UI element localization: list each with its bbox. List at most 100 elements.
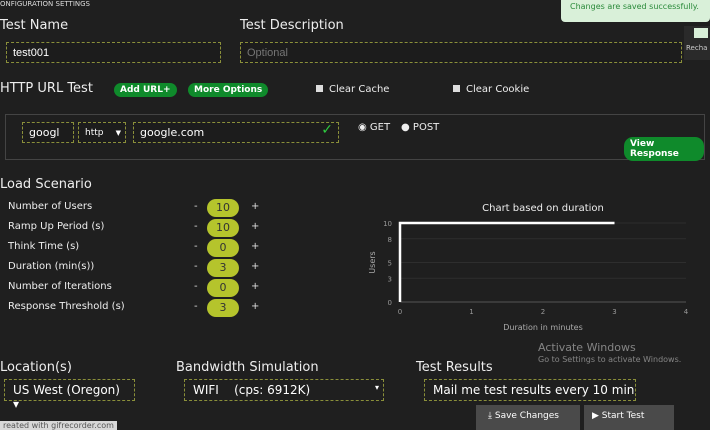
- decrement-button[interactable]: -: [194, 301, 198, 312]
- radio-icon[interactable]: ●: [401, 122, 410, 133]
- decrement-button[interactable]: -: [194, 241, 198, 252]
- increment-button[interactable]: +: [251, 261, 260, 272]
- bandwidth-detail: (cps: 6912K): [234, 383, 311, 397]
- decrement-button[interactable]: -: [194, 261, 198, 272]
- test-results-value: Mail me test results every 10 min: [433, 383, 635, 397]
- decrement-button[interactable]: -: [194, 221, 198, 232]
- url-name-input[interactable]: googl: [22, 122, 74, 143]
- url-value: google.com: [140, 126, 205, 139]
- chart-title: Chart based on duration: [482, 203, 604, 214]
- y-axis-label: Users: [368, 251, 377, 273]
- load-value[interactable]: 0: [207, 279, 239, 297]
- users-duration-chart: Chart based on duration 0 3 5 8 10 0 1 2 3 4 Durati…: [368, 203, 689, 332]
- method-post-radio[interactable]: ● POST: [401, 122, 439, 133]
- post-label: POST: [412, 122, 440, 133]
- bandwidth-select[interactable]: WIFI (cps: 6912K) ▾: [184, 379, 384, 401]
- test-description-input[interactable]: [240, 42, 682, 63]
- add-url-button[interactable]: Add URL+: [114, 83, 177, 97]
- test-name-label: Test Name: [0, 18, 69, 33]
- start-test-button[interactable]: ▶ Start Test: [584, 405, 674, 430]
- protocol-value: http: [85, 128, 104, 138]
- load-row: Response Threshold (s) - 3 +: [8, 299, 268, 317]
- load-row: Ramp Up Period (s) - 10 +: [8, 219, 268, 237]
- location-label: Location(s): [0, 360, 72, 375]
- test-name-input[interactable]: [6, 42, 221, 63]
- y-tick-label: 8: [388, 236, 392, 244]
- start-label: Start Test: [601, 411, 645, 421]
- load-row: Number of Users - 10 +: [8, 199, 268, 217]
- test-results-label: Test Results: [416, 360, 493, 375]
- x-axis-label: Duration in minutes: [503, 323, 583, 332]
- save-label: Save Changes: [494, 411, 559, 421]
- increment-button[interactable]: +: [251, 221, 260, 232]
- y-tick-label: 3: [388, 275, 392, 283]
- chevron-down-icon: ▾: [374, 383, 379, 392]
- location-value: US West (Oregon): [13, 383, 120, 397]
- x-tick-label: 4: [684, 308, 689, 316]
- decrement-button[interactable]: -: [194, 281, 198, 292]
- play-icon: ▶: [592, 411, 599, 421]
- load-value[interactable]: 10: [207, 199, 239, 217]
- method-get-radio[interactable]: ◉ GET: [358, 122, 390, 133]
- x-tick-label: 0: [398, 308, 402, 316]
- increment-button[interactable]: +: [251, 281, 260, 292]
- load-value[interactable]: 3: [207, 299, 239, 317]
- get-label: GET: [369, 122, 391, 133]
- load-label: Think Time (s): [8, 241, 80, 252]
- clear-cache-label: Clear Cache: [329, 84, 390, 95]
- y-tick-label: 5: [388, 260, 392, 268]
- load-row: Think Time (s) - 0 +: [8, 239, 268, 257]
- users-line: [398, 221, 615, 302]
- checkbox-icon[interactable]: [316, 85, 323, 92]
- download-icon: ⤓: [488, 411, 492, 421]
- protocol-select[interactable]: http ▼: [78, 122, 126, 143]
- success-toast: Changes are saved successfully.: [561, 0, 710, 22]
- load-label: Duration (min(s)): [8, 261, 95, 272]
- clear-cache-checkbox[interactable]: Clear Cache: [316, 84, 389, 95]
- bandwidth-label: Bandwidth Simulation: [176, 360, 319, 375]
- increment-button[interactable]: +: [251, 241, 260, 252]
- clear-cookie-label: Clear Cookie: [466, 84, 530, 95]
- x-tick-label: 2: [541, 308, 545, 316]
- checkbox-icon[interactable]: [453, 85, 460, 92]
- test-results-select[interactable]: Mail me test results every 10 min ▾: [424, 379, 636, 401]
- load-value[interactable]: 10: [207, 219, 239, 237]
- more-options-button[interactable]: More Options: [188, 83, 269, 97]
- activate-windows-subtext: Go to Settings to activate Windows.: [538, 355, 682, 364]
- decrement-button[interactable]: -: [194, 201, 198, 212]
- url-input[interactable]: google.com ✓: [133, 122, 339, 143]
- load-row: Duration (min(s)) - 3 +: [8, 259, 268, 277]
- load-label: Response Threshold (s): [8, 301, 125, 312]
- save-changes-button[interactable]: ⤓ Save Changes: [476, 405, 580, 430]
- side-icon[interactable]: [694, 28, 708, 38]
- load-value[interactable]: 3: [207, 259, 239, 277]
- load-label: Number of Users: [8, 201, 93, 212]
- increment-button[interactable]: +: [251, 201, 260, 212]
- increment-button[interactable]: +: [251, 301, 260, 312]
- y-tick-label: 0: [388, 299, 392, 307]
- clear-cookie-checkbox[interactable]: Clear Cookie: [453, 84, 529, 95]
- side-panel: Recha: [684, 26, 710, 60]
- url-row: googl http ▼ google.com ✓ ◉ GET ● POST Vie…: [5, 114, 705, 161]
- side-label: Recha: [686, 44, 708, 52]
- http-url-test-label: HTTP URL Test: [0, 81, 93, 96]
- x-tick-label: 3: [612, 308, 616, 316]
- load-label: Ramp Up Period (s): [8, 221, 105, 232]
- load-row: Number of Iterations - 0 +: [8, 279, 268, 297]
- chevron-down-icon: ▾: [13, 397, 20, 411]
- radio-icon[interactable]: ◉: [358, 122, 367, 133]
- load-scenario-label: Load Scenario: [0, 177, 92, 192]
- load-value[interactable]: 0: [207, 239, 239, 257]
- y-tick-label: 10: [383, 220, 392, 228]
- bandwidth-value: WIFI: [193, 383, 219, 397]
- check-icon: ✓: [321, 122, 333, 138]
- view-response-button[interactable]: View Response: [624, 137, 704, 161]
- watermark: reated with gifrecorder.com: [0, 421, 117, 430]
- chevron-down-icon: ▼: [115, 129, 121, 137]
- load-label: Number of Iterations: [8, 281, 112, 292]
- test-description-label: Test Description: [240, 18, 344, 33]
- page-title: ONFIGURATION SETTINGS: [0, 0, 90, 8]
- location-select[interactable]: US West (Oregon) ▾: [4, 379, 135, 411]
- x-tick-label: 1: [469, 308, 473, 316]
- activate-windows-text: Activate Windows: [538, 341, 636, 354]
